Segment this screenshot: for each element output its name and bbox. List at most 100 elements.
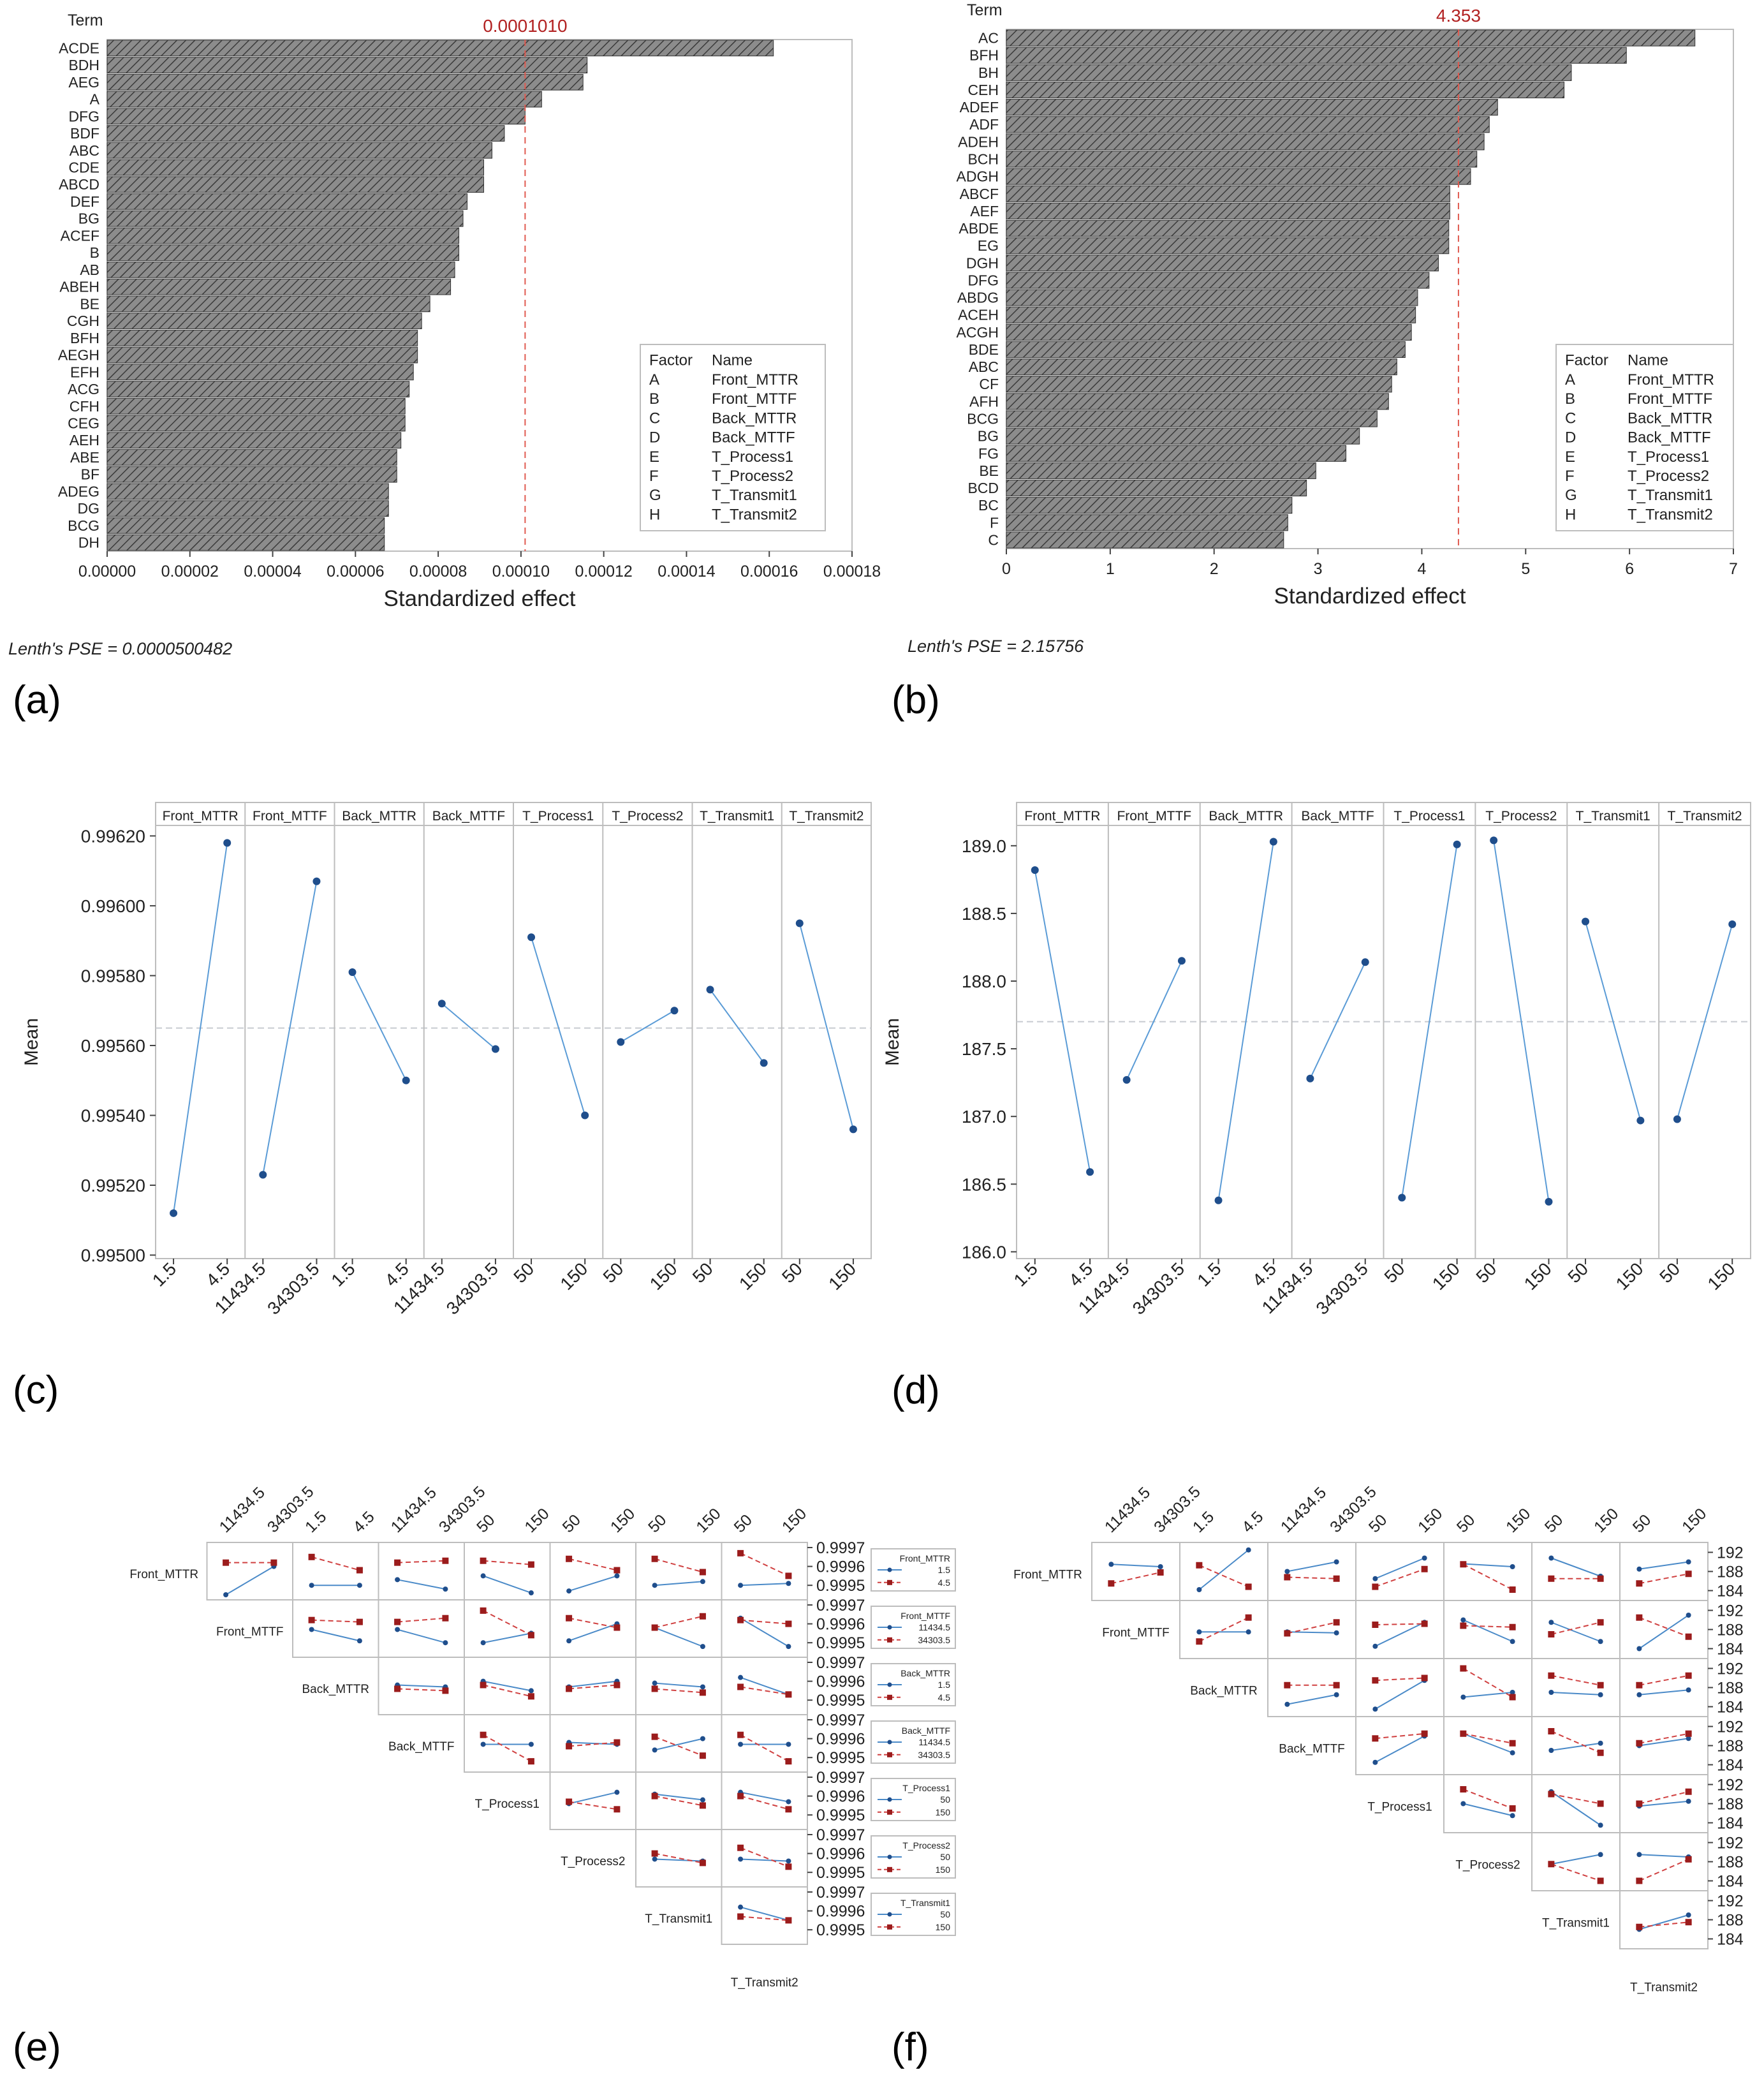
y-tick-label: 186.0	[962, 1242, 1006, 1262]
high-level-point	[614, 1739, 621, 1746]
high-level-point	[527, 1632, 534, 1639]
x-tick-label: 0.00002	[161, 563, 219, 580]
effect-bar	[107, 159, 484, 176]
effect-bar	[107, 466, 397, 483]
level-label: 1.5	[1010, 1259, 1041, 1290]
effect-point	[491, 1045, 499, 1053]
high-level-point	[785, 1806, 792, 1813]
high-level-point	[785, 1572, 792, 1579]
low-level-line	[397, 1629, 446, 1644]
effect-bar	[1006, 272, 1430, 289]
effect-point	[706, 986, 714, 994]
interaction-cell	[1355, 1716, 1444, 1775]
effect-line	[173, 843, 228, 1213]
high-level-line	[1198, 1564, 1249, 1588]
factor-label: T_Transmit1	[1542, 1916, 1610, 1930]
low-level-point	[786, 1858, 791, 1864]
x-tick-label: 0.00016	[740, 563, 798, 580]
high-level-line	[1638, 1858, 1689, 1882]
column-level-label: 50	[1365, 1511, 1390, 1536]
high-level-point	[1685, 1672, 1692, 1679]
effect-point	[1673, 1115, 1681, 1123]
high-level-point	[1597, 1877, 1604, 1884]
low-level-point	[480, 1573, 486, 1579]
x-tick-label: 0.00018	[823, 563, 881, 580]
term-label: ABDE	[959, 220, 999, 237]
high-level-point	[1548, 1861, 1555, 1868]
effect-bar	[107, 364, 414, 381]
effect-bar	[1006, 410, 1378, 427]
effect-line	[1676, 924, 1733, 1120]
high-level-point	[651, 1733, 658, 1740]
effect-bar	[107, 483, 389, 500]
column-level-label: 50	[1453, 1511, 1478, 1536]
legend-factor: B	[649, 390, 659, 408]
high-level-line	[654, 1736, 703, 1757]
high-level-point	[356, 1567, 363, 1574]
effect-bar	[1006, 445, 1347, 462]
term-label: AEGH	[58, 347, 99, 364]
high-level-line	[1287, 1622, 1337, 1634]
effect-point	[1269, 838, 1277, 846]
column-level-label: 50	[1629, 1511, 1654, 1536]
low-level-line	[1463, 1803, 1513, 1817]
term-label: ADEF	[960, 99, 999, 115]
column-level-label: 150	[1679, 1505, 1710, 1536]
high-level-point	[1597, 1749, 1604, 1756]
x-tick-label: 1	[1106, 560, 1115, 578]
interaction-cell	[721, 1829, 808, 1888]
effect-bar	[107, 142, 492, 159]
effect-line	[351, 972, 407, 1081]
column-level-label: 11434.5	[1277, 1484, 1330, 1536]
low-level-point	[1284, 1569, 1290, 1574]
factor-header: T_Transmit1	[700, 809, 774, 824]
effect-line	[262, 881, 318, 1175]
effect-bar	[107, 262, 455, 278]
high-level-line	[740, 1795, 789, 1810]
pareto-chart-a: TermACDEBDHAEGADFGBDFABCCDEABCDDEFBGACEF…	[8, 11, 881, 658]
term-label: ACG	[68, 381, 99, 397]
high-level-point	[1509, 1623, 1516, 1630]
low-level-line	[1374, 1680, 1425, 1710]
legend-header: Factor	[1565, 352, 1608, 369]
legend-name: Back_MTTR	[712, 410, 797, 427]
term-label: ACGH	[957, 324, 999, 341]
high-level-line	[1111, 1572, 1161, 1585]
term-label: BH	[978, 64, 999, 81]
interaction-cell	[1267, 1658, 1356, 1717]
low-level-line	[568, 1680, 617, 1688]
effect-bar	[1006, 531, 1284, 549]
effect-point	[223, 839, 232, 847]
low-level-point	[1686, 1736, 1691, 1741]
legend-header: Name	[1628, 352, 1668, 369]
term-label: ABC	[969, 358, 999, 375]
high-level-point	[1509, 1694, 1516, 1701]
interaction-cell	[1531, 1658, 1621, 1717]
high-level-point	[737, 1913, 744, 1920]
term-label: ABDG	[957, 290, 999, 306]
y-tick-label: 192	[1717, 1544, 1744, 1562]
high-level-point	[1245, 1614, 1252, 1621]
high-level-point	[527, 1693, 534, 1700]
factor-header: Back_MTTR	[342, 809, 416, 824]
low-level-line	[1639, 1689, 1689, 1696]
interaction-cell	[1531, 1542, 1621, 1601]
legend-level: 1.5	[938, 1680, 951, 1690]
effect-point	[760, 1059, 768, 1067]
high-level-point	[1636, 1923, 1643, 1930]
interaction-cell	[635, 1657, 723, 1715]
effect-bar	[1006, 497, 1293, 514]
low-level-point	[1334, 1559, 1339, 1565]
effect-bar	[1006, 255, 1439, 272]
y-tick-label: 0.9995	[816, 1864, 865, 1882]
y-tick-label: 192	[1717, 1835, 1744, 1852]
y-tick-label: 0.9997	[816, 1769, 865, 1787]
low-level-line	[1463, 1692, 1513, 1698]
effect-bar	[107, 381, 410, 397]
term-label: BC	[978, 497, 999, 514]
interaction-cell	[1443, 1774, 1532, 1833]
term-label: CF	[979, 376, 999, 392]
factor-label: Front_MTTF	[1102, 1626, 1170, 1639]
high-level-point	[308, 1553, 315, 1560]
legend-name: Back_MTTF	[1628, 429, 1711, 447]
